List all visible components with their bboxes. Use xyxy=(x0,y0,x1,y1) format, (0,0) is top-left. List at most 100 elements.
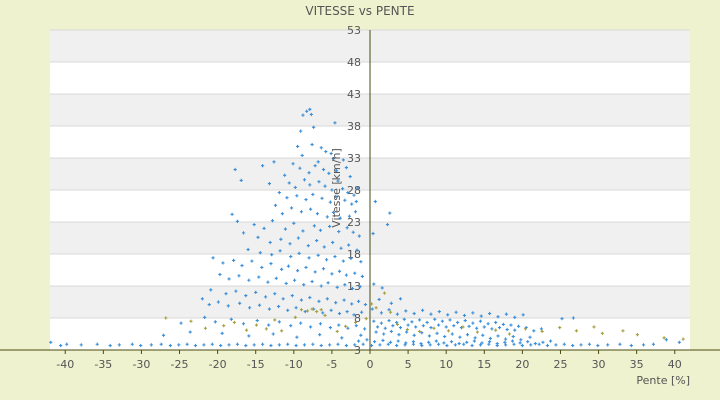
data-point xyxy=(267,323,271,327)
y-tick-label: 8 xyxy=(354,312,361,325)
data-point xyxy=(328,224,332,229)
data-point xyxy=(270,219,275,223)
data-point xyxy=(310,142,314,147)
data-point xyxy=(330,272,334,276)
data-point xyxy=(475,326,479,330)
data-point xyxy=(488,311,492,316)
axes xyxy=(0,30,720,354)
data-point xyxy=(341,259,345,263)
data-point xyxy=(434,339,438,343)
data-point xyxy=(318,333,322,337)
data-point xyxy=(372,282,376,286)
data-point xyxy=(210,342,214,346)
data-point xyxy=(354,199,358,204)
data-point xyxy=(272,160,276,164)
data-point xyxy=(359,333,363,337)
data-point xyxy=(301,229,305,233)
data-point xyxy=(481,333,485,337)
data-point xyxy=(308,325,313,329)
data-point xyxy=(292,278,297,282)
data-point xyxy=(288,242,292,246)
data-point xyxy=(273,203,278,207)
data-point xyxy=(356,186,360,190)
data-point xyxy=(435,331,439,335)
data-point xyxy=(417,329,422,334)
data-point xyxy=(345,310,349,314)
data-point xyxy=(319,343,323,348)
data-point xyxy=(478,343,483,347)
data-point xyxy=(387,308,391,312)
data-point xyxy=(299,321,303,325)
data-point xyxy=(246,247,250,252)
data-point xyxy=(334,301,338,305)
data-point xyxy=(230,212,234,216)
data-point xyxy=(311,342,315,346)
data-point xyxy=(334,194,338,198)
data-point xyxy=(331,157,336,161)
data-point xyxy=(349,256,353,261)
data-point xyxy=(510,339,515,343)
data-point xyxy=(295,335,299,339)
data-point xyxy=(262,226,266,230)
data-point xyxy=(252,222,256,227)
data-point xyxy=(335,285,339,289)
data-point xyxy=(284,281,288,286)
y-tick-label: 43 xyxy=(347,88,361,101)
data-point xyxy=(200,297,204,301)
data-point xyxy=(361,342,365,346)
data-point xyxy=(309,112,313,117)
data-points xyxy=(49,107,685,348)
data-point xyxy=(562,342,566,346)
data-point xyxy=(475,330,480,334)
data-point xyxy=(504,343,508,347)
data-point xyxy=(226,304,230,308)
data-point xyxy=(479,314,483,318)
data-point xyxy=(224,292,228,296)
data-point xyxy=(471,311,475,315)
x-tick-label: 10 xyxy=(439,358,453,371)
data-point xyxy=(337,323,341,327)
x-tick-label: -10 xyxy=(285,358,303,371)
data-point xyxy=(339,246,343,250)
data-point xyxy=(308,295,312,300)
data-point xyxy=(268,240,272,245)
data-point xyxy=(299,210,304,214)
data-point xyxy=(449,340,454,344)
data-point xyxy=(381,338,385,342)
data-point xyxy=(318,228,323,232)
data-point xyxy=(473,336,477,340)
data-point xyxy=(370,307,374,311)
data-point xyxy=(330,188,334,192)
data-point xyxy=(317,180,321,184)
data-point xyxy=(511,334,515,339)
data-point xyxy=(501,322,505,326)
data-point xyxy=(254,290,258,294)
data-point xyxy=(277,343,281,347)
data-point xyxy=(266,280,270,284)
data-point xyxy=(149,343,153,347)
data-point xyxy=(443,334,447,339)
x-tick-label: 30 xyxy=(592,358,606,371)
data-point xyxy=(193,343,198,348)
data-point xyxy=(397,333,401,337)
data-point xyxy=(296,269,300,273)
data-point xyxy=(417,318,422,322)
data-point xyxy=(579,343,583,347)
data-point xyxy=(592,325,596,329)
data-point xyxy=(344,273,348,277)
data-point xyxy=(351,230,355,234)
x-tick-label: -30 xyxy=(132,358,150,371)
x-tick-label: -15 xyxy=(247,358,265,371)
data-point xyxy=(364,317,368,321)
data-point xyxy=(95,342,99,346)
data-point xyxy=(241,231,246,235)
data-point xyxy=(337,311,342,316)
data-point xyxy=(621,329,625,333)
data-point xyxy=(264,295,268,299)
data-point xyxy=(344,343,348,348)
data-point xyxy=(398,326,403,330)
data-point xyxy=(372,340,377,344)
data-point xyxy=(312,224,316,228)
data-point xyxy=(303,310,307,314)
data-point xyxy=(651,342,656,346)
